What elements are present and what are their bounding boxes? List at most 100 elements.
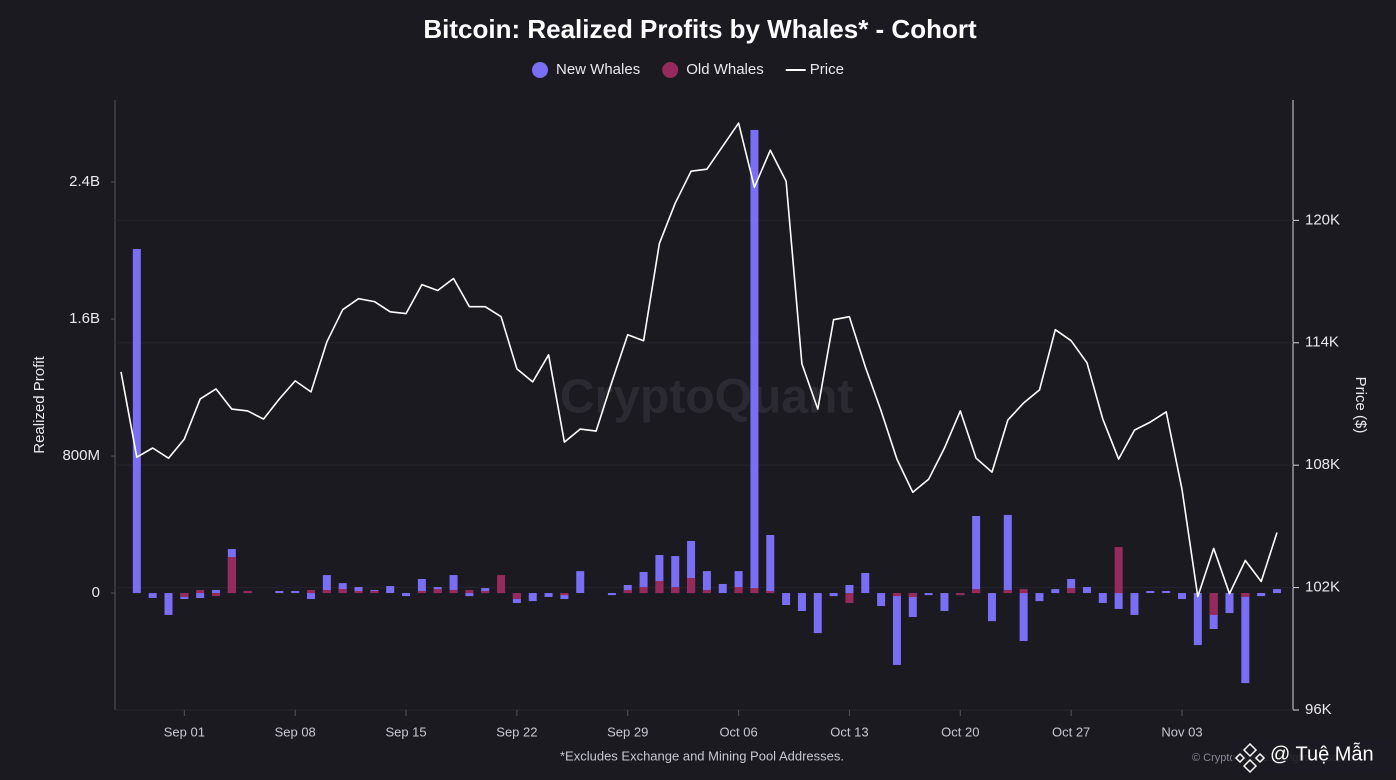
y-axis-label: Realized Profit [31, 355, 48, 453]
bar [196, 593, 205, 599]
y2-tick-label: 114K [1305, 334, 1339, 351]
legend-label: New Whales [556, 61, 640, 78]
bar [1019, 589, 1028, 594]
bar [322, 575, 331, 594]
bar [1051, 589, 1060, 594]
bar [687, 540, 696, 594]
legend: New Whales Old Whales Price [532, 61, 844, 78]
bar [148, 593, 157, 599]
bar [417, 590, 426, 594]
bar [449, 589, 458, 594]
bar [354, 587, 363, 594]
bar [924, 593, 933, 596]
bar [639, 571, 648, 594]
y2-axis-label: Price ($) [1352, 377, 1369, 434]
legend-swatch [662, 62, 679, 78]
bar [623, 589, 632, 594]
x-tick-label: Sep 01 [164, 724, 205, 739]
bar [987, 593, 996, 622]
bar [417, 578, 426, 594]
bar [544, 593, 553, 597]
bar [607, 593, 616, 596]
y-tick-label: 0 [92, 584, 100, 601]
bar [734, 587, 743, 594]
bar [1019, 593, 1028, 641]
legend-label: Old Whales [686, 61, 764, 78]
bar [766, 534, 775, 594]
x-tick-label: Oct 13 [830, 724, 868, 739]
bar [702, 571, 711, 594]
bar [956, 593, 965, 596]
bar [1177, 593, 1186, 600]
bar [766, 590, 775, 594]
bar [560, 593, 569, 600]
bar [512, 593, 521, 600]
bar [560, 593, 569, 596]
bar [291, 590, 300, 594]
bar [164, 593, 173, 615]
x-tick-label: Sep 22 [496, 724, 537, 739]
bar [497, 575, 506, 594]
bar [402, 593, 411, 597]
bar [307, 593, 316, 600]
bar [180, 593, 189, 597]
x-tick-label: Oct 27 [1052, 724, 1090, 739]
bar [528, 593, 537, 602]
x-tick-label: Sep 08 [275, 724, 316, 739]
bar [338, 589, 347, 594]
bar [782, 593, 791, 606]
bar [1273, 589, 1281, 594]
bar [449, 575, 458, 594]
bar [718, 583, 727, 594]
bar [750, 588, 759, 594]
bar [892, 593, 901, 597]
bar [702, 589, 711, 594]
x-tick-label: Oct 06 [719, 724, 757, 739]
price-line [120, 122, 1278, 598]
bar [132, 248, 141, 594]
bar [338, 583, 347, 594]
bar [576, 571, 585, 594]
y-tick-label: 1.6B [69, 310, 100, 327]
bar [845, 584, 854, 594]
bar [212, 593, 221, 597]
bar [1209, 593, 1218, 615]
bar [196, 589, 205, 594]
x-tick-label: Sep 15 [385, 724, 426, 739]
x-tick-label: Sep 29 [607, 724, 648, 739]
bar [1241, 593, 1250, 684]
bar [481, 588, 490, 594]
legend-label: Price [810, 61, 844, 78]
bar [972, 589, 981, 594]
bar [354, 590, 363, 594]
chart-title: Bitcoin: Realized Profits by Whales* - C… [423, 14, 977, 44]
x-tick-label: Nov 03 [1161, 724, 1202, 739]
bar [623, 584, 632, 594]
bar [908, 593, 917, 618]
bar [1082, 587, 1091, 594]
bar [1257, 593, 1266, 597]
bar [465, 589, 474, 594]
bar [1193, 593, 1202, 646]
bar [370, 590, 379, 594]
bar [1114, 593, 1123, 609]
bar [813, 593, 822, 634]
author-icon [1234, 742, 1266, 774]
bar [1114, 546, 1123, 594]
bar [1130, 593, 1139, 615]
bar [797, 593, 806, 612]
bar [655, 581, 664, 594]
bar [1225, 593, 1234, 614]
bar [1241, 593, 1250, 597]
footnote: *Excludes Exchange and Mining Pool Addre… [560, 748, 844, 763]
bar [243, 590, 252, 594]
bar [892, 593, 901, 665]
bar [275, 590, 284, 594]
bar [1067, 588, 1076, 594]
bar [940, 593, 949, 612]
author: @ Tuệ Mẫn [1270, 742, 1374, 765]
bar [687, 577, 696, 594]
y2-tick-label: 102K [1305, 579, 1340, 596]
bar [481, 590, 490, 594]
